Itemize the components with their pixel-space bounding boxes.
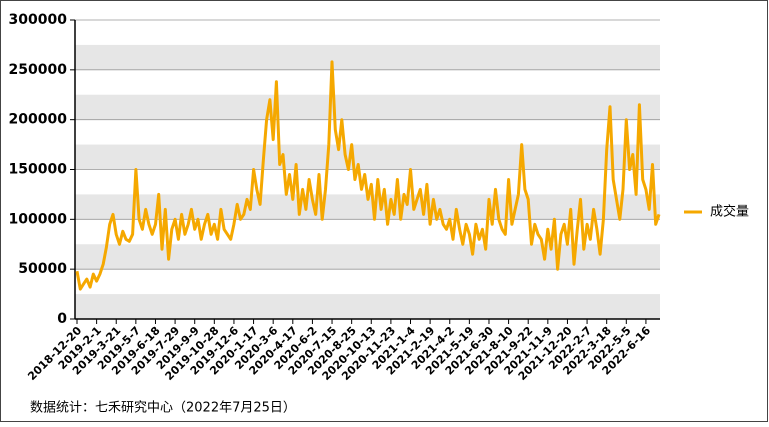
y-tick-label: 50000 xyxy=(18,261,67,277)
grid-band xyxy=(75,44,660,70)
grid-band xyxy=(75,294,660,319)
y-tick-label: 150000 xyxy=(9,162,68,178)
series-line xyxy=(75,60,661,291)
source-note: 数据统计：七禾研究中心（2022年7月25日） xyxy=(30,401,296,416)
y-tick-label: 200000 xyxy=(9,112,68,128)
legend-label: 成交量 xyxy=(710,204,749,220)
grid-band xyxy=(75,244,660,270)
y-tick-label: 100000 xyxy=(9,211,68,227)
y-tick-label: 0 xyxy=(57,311,67,327)
grid-band xyxy=(75,94,660,120)
y-tick-label: 250000 xyxy=(9,62,68,78)
grid-band xyxy=(75,144,660,170)
y-tick-label: 300000 xyxy=(9,12,68,28)
